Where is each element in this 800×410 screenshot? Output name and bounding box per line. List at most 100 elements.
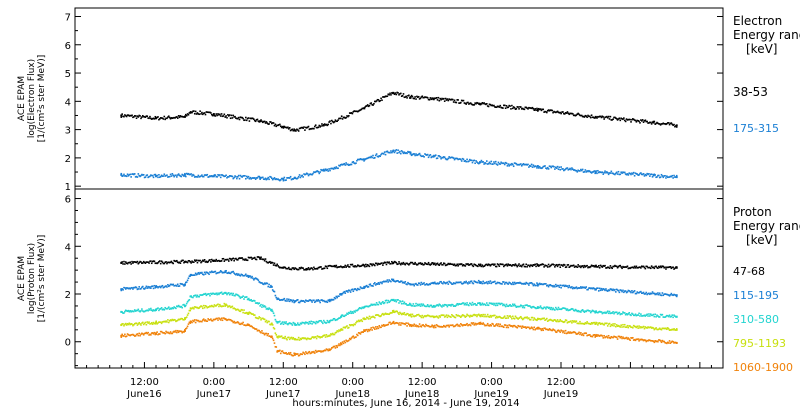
trace-point xyxy=(661,327,664,330)
trace-point xyxy=(617,265,620,268)
trace-point xyxy=(122,263,124,265)
trace-point xyxy=(511,315,514,318)
trace-point xyxy=(360,307,363,310)
trace-point xyxy=(184,281,187,284)
trace-point xyxy=(484,281,486,284)
trace-point xyxy=(385,313,388,315)
trace-point xyxy=(184,328,186,331)
trace-point xyxy=(376,155,379,158)
trace-point xyxy=(188,112,191,114)
trace-point xyxy=(358,109,361,112)
trace-point xyxy=(270,176,272,178)
trace-point xyxy=(462,282,465,284)
trace-point xyxy=(630,173,632,176)
trace-point xyxy=(485,324,487,327)
trace-point xyxy=(567,286,570,289)
trace-point xyxy=(489,162,492,165)
trace-point xyxy=(132,324,134,327)
trace-point xyxy=(154,333,157,336)
trace-point xyxy=(381,99,383,102)
trace-point xyxy=(351,161,354,164)
trace-point xyxy=(569,309,571,311)
trace-point xyxy=(479,263,482,266)
trace-point xyxy=(346,163,348,166)
trace-point xyxy=(470,322,473,324)
trace-point xyxy=(121,288,123,290)
trace-point xyxy=(181,306,184,309)
trace-point xyxy=(528,317,530,319)
trace-point xyxy=(329,348,331,351)
trace-point xyxy=(546,320,549,322)
trace-point xyxy=(394,261,397,263)
trace-point xyxy=(322,123,325,126)
trace-point xyxy=(483,315,485,318)
trace-point xyxy=(265,178,268,181)
trace-point xyxy=(532,328,535,331)
trace-point xyxy=(331,347,333,349)
trace-point xyxy=(311,173,313,176)
trace-point xyxy=(137,262,140,265)
trace-point xyxy=(233,294,235,297)
trace-point xyxy=(154,173,157,176)
trace-point xyxy=(389,92,391,95)
trace-point xyxy=(261,120,263,123)
trace-point xyxy=(272,326,275,329)
trace-point xyxy=(147,331,149,334)
trace-point xyxy=(390,299,392,302)
trace-point xyxy=(489,314,492,317)
trace-point xyxy=(612,288,614,291)
trace-point xyxy=(564,319,567,321)
trace-point xyxy=(503,104,505,107)
trace-point xyxy=(580,311,582,313)
trace-point xyxy=(323,334,326,336)
trace-point xyxy=(520,304,522,307)
trace-point xyxy=(133,173,135,176)
trace-point xyxy=(217,271,219,274)
trace-point xyxy=(384,280,387,283)
trace-point xyxy=(216,272,218,274)
trace-point xyxy=(432,306,434,308)
trace-point xyxy=(469,324,472,327)
trace-point xyxy=(189,173,192,176)
trace-point xyxy=(227,272,229,275)
trace-point xyxy=(227,292,230,294)
trace-point xyxy=(250,276,252,279)
trace-point xyxy=(381,301,383,304)
trace-point xyxy=(595,333,597,336)
trace-point xyxy=(241,176,244,178)
data-point xyxy=(432,97,435,100)
trace-point xyxy=(515,326,518,328)
trace-point xyxy=(225,269,227,272)
trace-point xyxy=(432,281,434,284)
trace-point xyxy=(140,174,142,177)
trace-point xyxy=(351,112,354,115)
trace-point xyxy=(205,260,208,263)
trace-point xyxy=(652,292,655,295)
x-tick-date: June17 xyxy=(265,389,301,400)
trace-point xyxy=(571,331,573,334)
trace-point xyxy=(123,286,125,289)
trace-point xyxy=(342,116,345,119)
trace-point xyxy=(247,276,250,278)
trace-point xyxy=(170,175,173,177)
trace-point xyxy=(193,110,195,112)
trace-point xyxy=(286,267,288,270)
trace-point xyxy=(376,303,379,306)
trace-point xyxy=(602,173,605,175)
trace-point xyxy=(560,286,562,289)
trace-point xyxy=(666,327,669,329)
trace-point xyxy=(554,309,556,311)
trace-point xyxy=(282,351,285,354)
trace-point xyxy=(500,263,502,266)
trace-point xyxy=(245,177,247,180)
trace-point xyxy=(179,330,182,333)
trace-point xyxy=(143,322,146,325)
trace-point xyxy=(592,264,595,267)
trace-point xyxy=(575,333,578,335)
trace-point xyxy=(550,264,553,266)
trace-point xyxy=(460,281,462,283)
trace-point xyxy=(162,286,165,289)
trace-point xyxy=(667,328,670,330)
trace-point xyxy=(207,318,209,320)
trace-point xyxy=(528,305,530,307)
